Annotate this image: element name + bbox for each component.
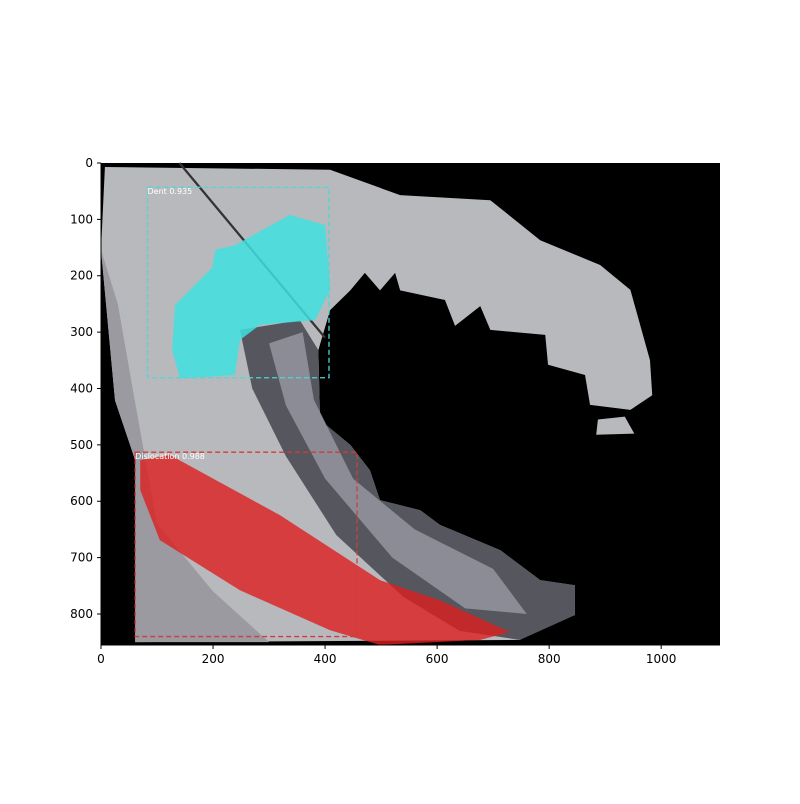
car-shade bbox=[101, 249, 270, 643]
x-tick-label: 400 bbox=[314, 652, 337, 666]
y-tick-label: 700 bbox=[70, 551, 93, 565]
image-content bbox=[101, 162, 653, 645]
detection-label: Dislocation 0.988 bbox=[135, 452, 205, 461]
x-tick-label: 1000 bbox=[646, 652, 677, 666]
x-tick-label: 200 bbox=[202, 652, 225, 666]
car-body-fragment bbox=[596, 416, 635, 435]
headlight-highlight bbox=[269, 332, 527, 614]
y-tick-label: 500 bbox=[70, 438, 93, 452]
detection-box bbox=[146, 186, 330, 379]
y-tick-label: 100 bbox=[70, 212, 93, 226]
dislocation-mask bbox=[140, 454, 510, 645]
detection-box bbox=[134, 451, 358, 638]
y-tick-label: 800 bbox=[70, 607, 93, 621]
dent-mask bbox=[172, 214, 331, 379]
y-tick-label: 400 bbox=[70, 381, 93, 395]
headlight bbox=[239, 320, 575, 640]
detection-label: Dent 0.935 bbox=[147, 187, 192, 196]
x-tick-label: 600 bbox=[426, 652, 449, 666]
y-tick-label: 600 bbox=[70, 494, 93, 508]
y-tick-label: 200 bbox=[70, 269, 93, 283]
x-tick-label: 800 bbox=[538, 652, 561, 666]
y-tick-label: 300 bbox=[70, 325, 93, 339]
x-tick-label: 0 bbox=[97, 652, 105, 666]
y-tick-label: 0 bbox=[85, 156, 93, 170]
